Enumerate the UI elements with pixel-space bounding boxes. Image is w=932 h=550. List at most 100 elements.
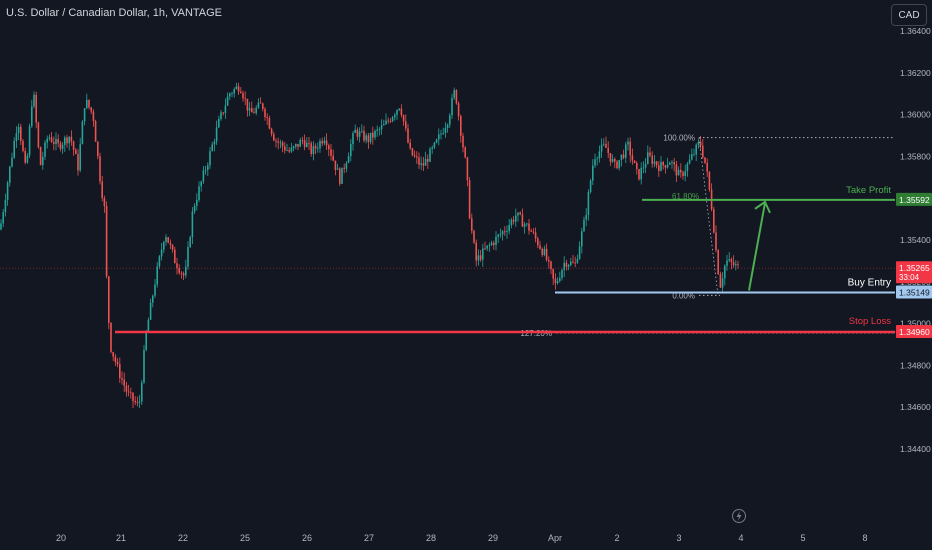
currency-button[interactable]: CAD: [891, 4, 927, 26]
candle-body: [198, 186, 200, 201]
candle-body: [537, 238, 539, 246]
candle: [154, 279, 156, 298]
time-tick-label: 25: [240, 533, 250, 543]
candle-body: [603, 143, 605, 145]
candle-body: [354, 129, 356, 134]
candle: [244, 91, 246, 106]
candle-body: [141, 382, 143, 402]
candle-body: [519, 212, 521, 215]
candle: [325, 133, 328, 150]
candle-body: [207, 165, 209, 170]
candle: [589, 178, 592, 194]
candle: [277, 137, 279, 150]
current-price-tag-bg: [896, 261, 932, 284]
candle-body: [442, 133, 444, 134]
candle-body: [644, 163, 647, 168]
candle-body: [523, 224, 526, 227]
candle: [658, 161, 660, 177]
candle: [724, 264, 726, 286]
candle: [55, 132, 57, 151]
candle-body: [532, 231, 535, 233]
candle: [207, 162, 209, 177]
candle-body: [330, 149, 332, 156]
candle-body: [383, 124, 385, 126]
candle-body: [121, 378, 123, 380]
candle-body: [669, 162, 671, 165]
candle-body: [218, 118, 220, 128]
candle-body: [482, 248, 484, 260]
stop-loss-label: Stop Loss: [849, 316, 891, 327]
candle: [361, 124, 363, 134]
candle: [233, 87, 235, 98]
candle: [152, 294, 154, 308]
candle: [191, 207, 194, 245]
candle-body: [614, 159, 616, 162]
candle: [719, 271, 722, 288]
candle: [112, 351, 114, 361]
candle: [416, 151, 418, 164]
candle-body: [341, 167, 343, 184]
candle-body: [583, 219, 585, 232]
candle-body: [702, 145, 704, 158]
candle-body: [424, 158, 427, 166]
candle: [229, 92, 231, 101]
candle-body: [504, 231, 506, 233]
candle-body: [691, 154, 693, 160]
candle: [651, 151, 653, 168]
candle-body: [180, 272, 183, 274]
candle: [17, 123, 20, 141]
time-tick-label: 22: [178, 533, 188, 543]
candle: [409, 138, 411, 150]
candle: [460, 114, 462, 143]
candle: [9, 165, 11, 187]
candle-body: [352, 133, 354, 145]
candle: [99, 152, 101, 185]
candle-body: [594, 159, 596, 166]
candle-body: [435, 139, 438, 143]
candle: [429, 146, 431, 163]
candle-body: [275, 140, 277, 142]
candle-body: [462, 135, 464, 148]
fib-127-label: 127.20%: [520, 329, 552, 338]
candle: [77, 148, 79, 176]
candle: [94, 119, 97, 142]
time-tick-label: 8: [862, 533, 867, 543]
candle: [156, 262, 158, 288]
candle-body: [616, 161, 618, 169]
candle: [347, 152, 350, 164]
candle: [290, 142, 293, 154]
candle: [675, 160, 678, 182]
buy-entry-price-tag-price: 1.35149: [899, 287, 930, 297]
candle: [688, 154, 691, 165]
candle-body: [449, 115, 451, 125]
candle-body: [204, 169, 207, 171]
current-price-tag-countdown: 33:04: [899, 273, 920, 282]
candle: [633, 160, 636, 164]
time-axis: 20 21 22 25 26 27 28 29 Apr 2 3 4 5 8: [56, 533, 868, 543]
price-tick-label: 1.35000: [900, 319, 931, 329]
candle-body: [158, 256, 161, 267]
candle: [618, 159, 620, 171]
candle-body: [273, 134, 275, 141]
candle: [684, 164, 686, 182]
candle-body: [79, 144, 81, 171]
candle: [532, 228, 535, 235]
candle: [132, 392, 134, 409]
price-tick-label: 1.34600: [900, 402, 931, 412]
candle-body: [534, 232, 537, 239]
candle: [167, 236, 169, 244]
candle-body: [169, 242, 172, 245]
candle-body: [429, 148, 431, 162]
lightning-icon[interactable]: [731, 508, 747, 524]
fib-trendline: [698, 137, 719, 296]
stop-loss-price-tag-bg: [896, 324, 932, 338]
candle-body: [191, 211, 194, 238]
candle-body: [101, 181, 103, 199]
candle-body: [189, 237, 191, 248]
candle-body: [409, 142, 411, 149]
candle-body: [673, 162, 675, 165]
candle: [308, 137, 310, 150]
candle-body: [563, 262, 565, 270]
candle: [576, 254, 579, 264]
